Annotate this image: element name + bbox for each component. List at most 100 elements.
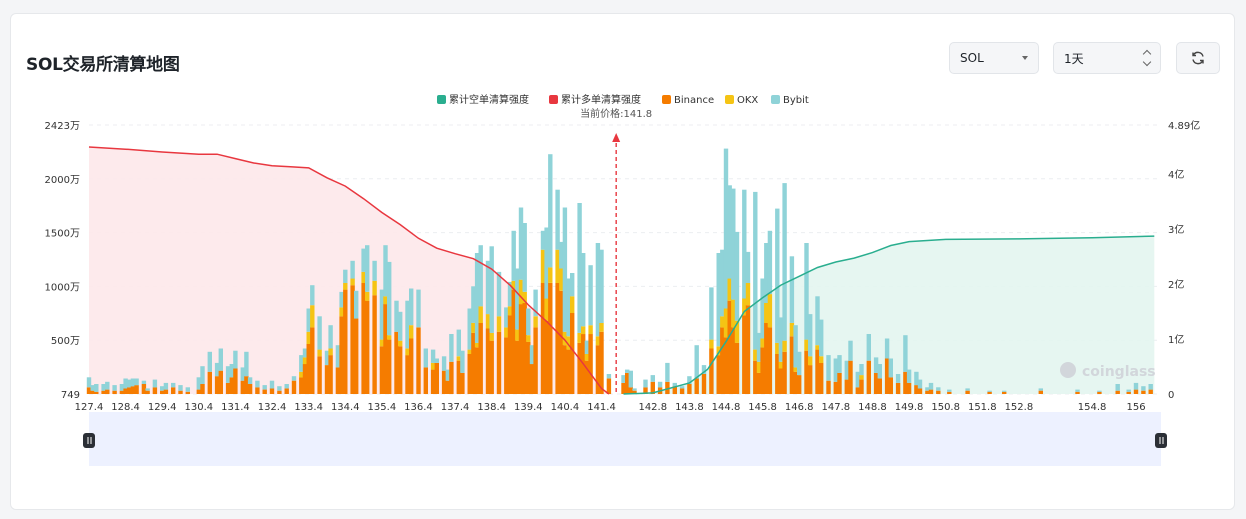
binance-bar (723, 337, 729, 394)
binance-bar (365, 300, 370, 394)
legend-item-label: 累计多单清算强度 (561, 93, 641, 106)
zoom-slider-track[interactable] (89, 412, 1161, 466)
current-price-marker: 当前价格:141.8 (580, 107, 652, 394)
symbol-select[interactable]: SOL (949, 42, 1039, 74)
bybit-bar (522, 223, 527, 292)
refresh-button[interactable] (1176, 42, 1220, 74)
bybit-bar (123, 378, 128, 389)
bybit-bar (687, 376, 692, 384)
bybit-bar (112, 385, 117, 391)
binance-bar (441, 370, 447, 394)
binance-bar (398, 346, 403, 394)
binance-bar (884, 358, 890, 394)
okx-bar (595, 336, 601, 346)
binance-bar (485, 328, 491, 394)
binance-bar (387, 339, 392, 394)
binance-bar (299, 377, 304, 394)
binance-bar (247, 384, 253, 394)
binance-bar (178, 390, 183, 394)
bybit-bar (94, 384, 99, 392)
zoom-handle-left[interactable] (83, 433, 95, 448)
bybit-bar (859, 364, 864, 376)
binance-bar (207, 371, 212, 394)
binance-bar (1126, 391, 1131, 394)
bybit-bar (731, 188, 736, 300)
bybit-bar (625, 369, 630, 373)
okx-bar (405, 348, 410, 356)
zoom-slider[interactable] (83, 412, 1167, 466)
bybit-bar (145, 388, 150, 391)
binance-bar (233, 368, 238, 394)
right-axis-tick-label: 3亿 (1168, 223, 1184, 236)
bybit-bar (163, 382, 169, 390)
okx-bar (471, 322, 476, 333)
okx-bar (302, 357, 308, 365)
binance-bar (145, 390, 150, 394)
bybit-bar (379, 289, 385, 340)
binance-bar (903, 371, 908, 394)
bybit-bar (277, 386, 282, 391)
bybit-bar (383, 245, 388, 297)
bybit-bar (372, 260, 377, 281)
binance-bar (515, 340, 520, 394)
binance-bar (130, 386, 136, 394)
bybit-bar (185, 387, 190, 392)
bybit-bar (782, 183, 787, 341)
binance-bar (471, 332, 476, 394)
bybit-bar (701, 365, 707, 374)
okx-bar (581, 326, 586, 335)
legend-swatch (725, 95, 734, 104)
time-range-select[interactable]: 1天 (1053, 42, 1161, 74)
x-axis-tick-label: 130.4 (185, 402, 214, 413)
bybit-bar (742, 189, 747, 299)
okx-bar (430, 362, 436, 370)
binance-bar (112, 390, 117, 394)
cumulative-lines (88, 146, 1155, 395)
bybit-bar (815, 296, 820, 346)
bybit-bar (1133, 382, 1139, 390)
bybit-bar (511, 230, 516, 281)
okx-bar (731, 299, 736, 328)
binance-bar (1038, 390, 1043, 394)
bybit-bar (229, 364, 234, 378)
bybit-bar (917, 379, 923, 389)
bybit-bar (764, 243, 769, 303)
okx-bar (361, 271, 366, 283)
bybit-bar (526, 308, 531, 336)
bybit-bar (105, 381, 110, 390)
bybit-bar (793, 325, 798, 368)
zoom-handle-right[interactable] (1155, 433, 1167, 448)
binance-bar (804, 350, 809, 394)
bybit-bar (218, 348, 223, 371)
binance-bar (665, 381, 670, 394)
binance-bar (778, 368, 784, 394)
binance-bar (306, 344, 311, 394)
bybit-bar (247, 377, 253, 384)
binance-bar (917, 388, 923, 394)
bybit-bar (643, 379, 648, 388)
okx-bar (526, 335, 531, 342)
bybit-bar (628, 370, 633, 388)
bybit-bar (577, 203, 582, 333)
okx-bar (317, 349, 322, 357)
okx-bar (804, 339, 809, 351)
okx-bar (489, 332, 494, 341)
binance-bar (416, 327, 421, 394)
binance-bar (350, 285, 355, 394)
bybit-bar (141, 380, 147, 384)
bybit-bar (445, 369, 450, 381)
bybit-bar (467, 308, 472, 350)
binance-bar (526, 341, 531, 394)
binance-bar (504, 337, 509, 394)
binance-bar (328, 355, 333, 394)
okx-bar (588, 325, 593, 335)
okx-bar (709, 339, 714, 349)
bybit-bar (409, 288, 414, 326)
bybit-bar (460, 350, 465, 373)
binance-bar (163, 389, 169, 394)
okx-bar (511, 280, 516, 290)
legend-item-label: 累计空单清算强度 (449, 93, 529, 106)
binance-bar (873, 372, 879, 394)
okx-bar (767, 294, 773, 328)
okx-bar (764, 303, 769, 323)
